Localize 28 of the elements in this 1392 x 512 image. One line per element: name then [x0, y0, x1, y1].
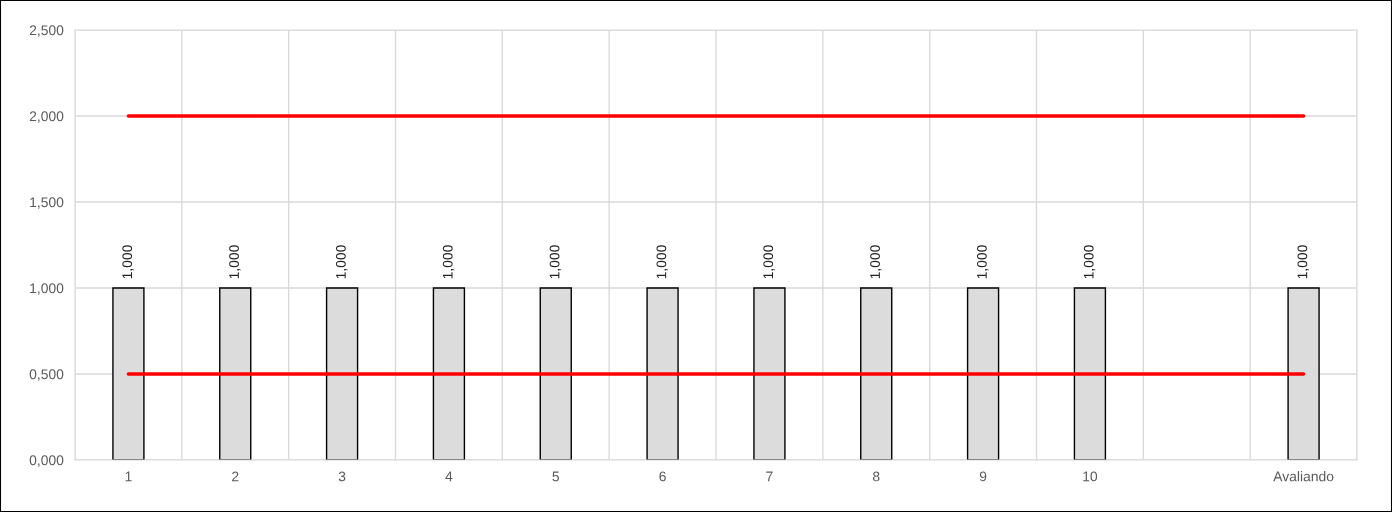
- x-tick-label: 7: [766, 471, 773, 482]
- data-label: 1,000: [656, 245, 668, 279]
- data-label: 1,000: [122, 245, 134, 279]
- x-tick-label: 3: [338, 471, 346, 482]
- data-label: 1,000: [1297, 245, 1309, 279]
- x-tick-label: 10: [1083, 471, 1098, 482]
- data-label: 1,000: [763, 245, 775, 279]
- data-label: 1,000: [1083, 245, 1096, 279]
- y-tick-label: 0,500: [29, 369, 64, 381]
- x-tick-label: 9: [979, 471, 987, 482]
- data-label: 1,000: [442, 245, 455, 279]
- y-tick-label: 2,500: [29, 25, 64, 37]
- y-tick-label: 1,500: [30, 197, 64, 209]
- x-tick-label: 5: [552, 471, 560, 482]
- data-label: 1,000: [229, 245, 241, 279]
- x-tick-label: 6: [659, 471, 666, 482]
- data-label: 1,000: [870, 245, 882, 279]
- x-tick-label: 2: [232, 471, 239, 482]
- x-tick-label: 4: [445, 471, 453, 482]
- data-label: 1,000: [549, 245, 562, 279]
- x-tick-label: 8: [872, 471, 880, 482]
- y-tick-label: 1,000: [30, 283, 64, 295]
- y-tick-label: 0,000: [29, 455, 64, 467]
- y-tick-label: 2,000: [29, 111, 64, 123]
- data-label: 1,000: [976, 245, 989, 279]
- data-label: 1,000: [335, 245, 348, 279]
- x-tick-label: 1: [125, 471, 132, 482]
- x-tick-label: Avaliando: [1273, 471, 1334, 482]
